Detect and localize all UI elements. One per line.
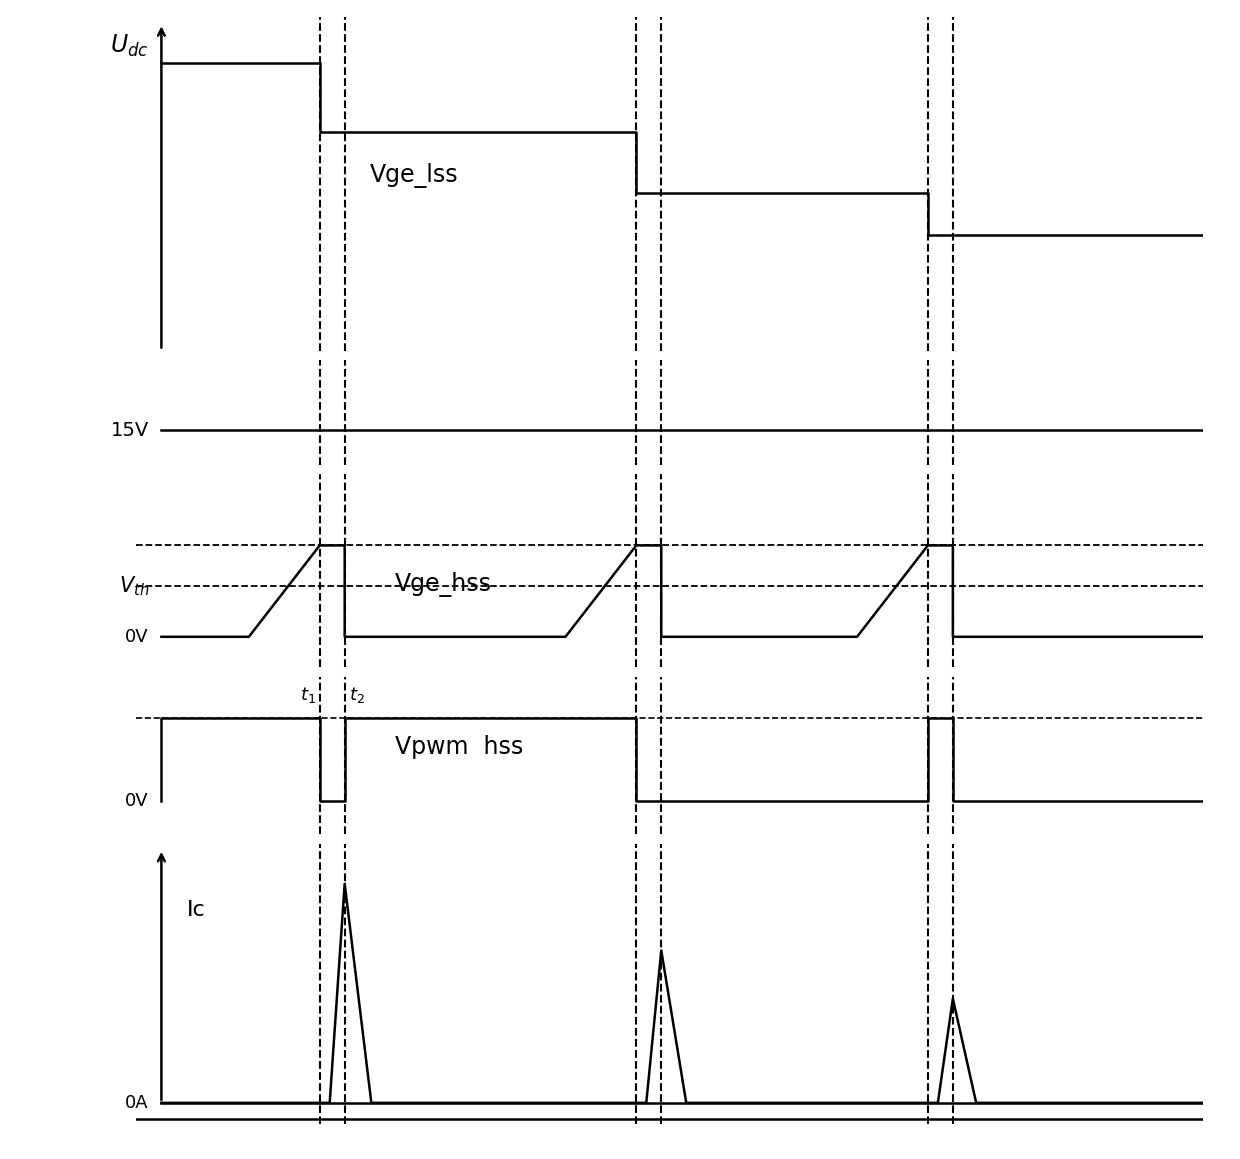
Text: 0V: 0V [125, 628, 149, 646]
Text: Ic: Ic [186, 901, 205, 920]
Text: $V_{th}$: $V_{th}$ [119, 574, 149, 598]
Text: Vge_hss: Vge_hss [394, 571, 492, 597]
Text: $U_{dc}$: $U_{dc}$ [110, 32, 149, 59]
Text: $t_1$: $t_1$ [300, 685, 315, 705]
Text: 0A: 0A [125, 1094, 149, 1111]
Text: 0V: 0V [125, 792, 149, 810]
Text: Vpwm  hss: Vpwm hss [394, 735, 523, 759]
Text: 15V: 15V [110, 421, 149, 439]
Text: $t_2$: $t_2$ [348, 685, 365, 705]
Text: Vge_lss: Vge_lss [370, 162, 459, 188]
